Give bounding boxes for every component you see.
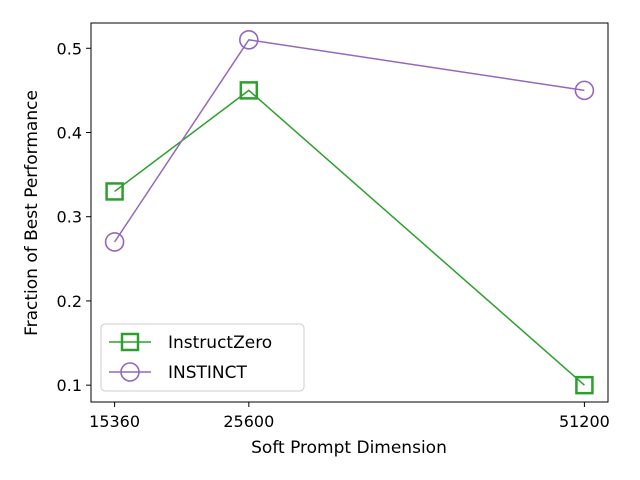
x-axis: 15360 25600 51200 [89, 402, 610, 431]
legend-label-instinct: INSTINCT [168, 363, 248, 383]
series-line-instinct [113, 39, 585, 243]
x-tick-label: 25600 [223, 412, 274, 431]
y-tick-label: 0.2 [57, 292, 82, 311]
y-axis: 0.1 0.2 0.3 0.4 0.5 [57, 39, 91, 395]
y-tick-label: 0.5 [57, 39, 82, 58]
legend: InstructZero INSTINCT [100, 323, 305, 392]
data-point-instinct [239, 30, 259, 50]
series-line-instructzero [114, 89, 585, 386]
data-point-instinct [104, 232, 125, 252]
legend-marker-instructzero [120, 332, 140, 352]
x-axis-label: Soft Prompt Dimension [251, 438, 447, 458]
legend-marker-instinct [120, 362, 140, 382]
y-tick-label: 0.3 [57, 208, 82, 227]
x-tick-label: 51200 [559, 412, 610, 431]
y-axis-label: Fraction of Best Performance [22, 90, 42, 336]
legend-label-instructzero: InstructZero [168, 333, 272, 353]
data-point-instructzero [105, 182, 124, 201]
data-point-instructzero [575, 375, 594, 395]
y-tick-label: 0.1 [57, 376, 82, 395]
data-point-instructzero [239, 81, 259, 100]
series-layer [104, 30, 595, 395]
legend-box [100, 323, 305, 392]
data-point-instinct [574, 80, 595, 101]
y-tick-label: 0.4 [57, 123, 82, 142]
x-tick-label: 15360 [89, 412, 140, 431]
